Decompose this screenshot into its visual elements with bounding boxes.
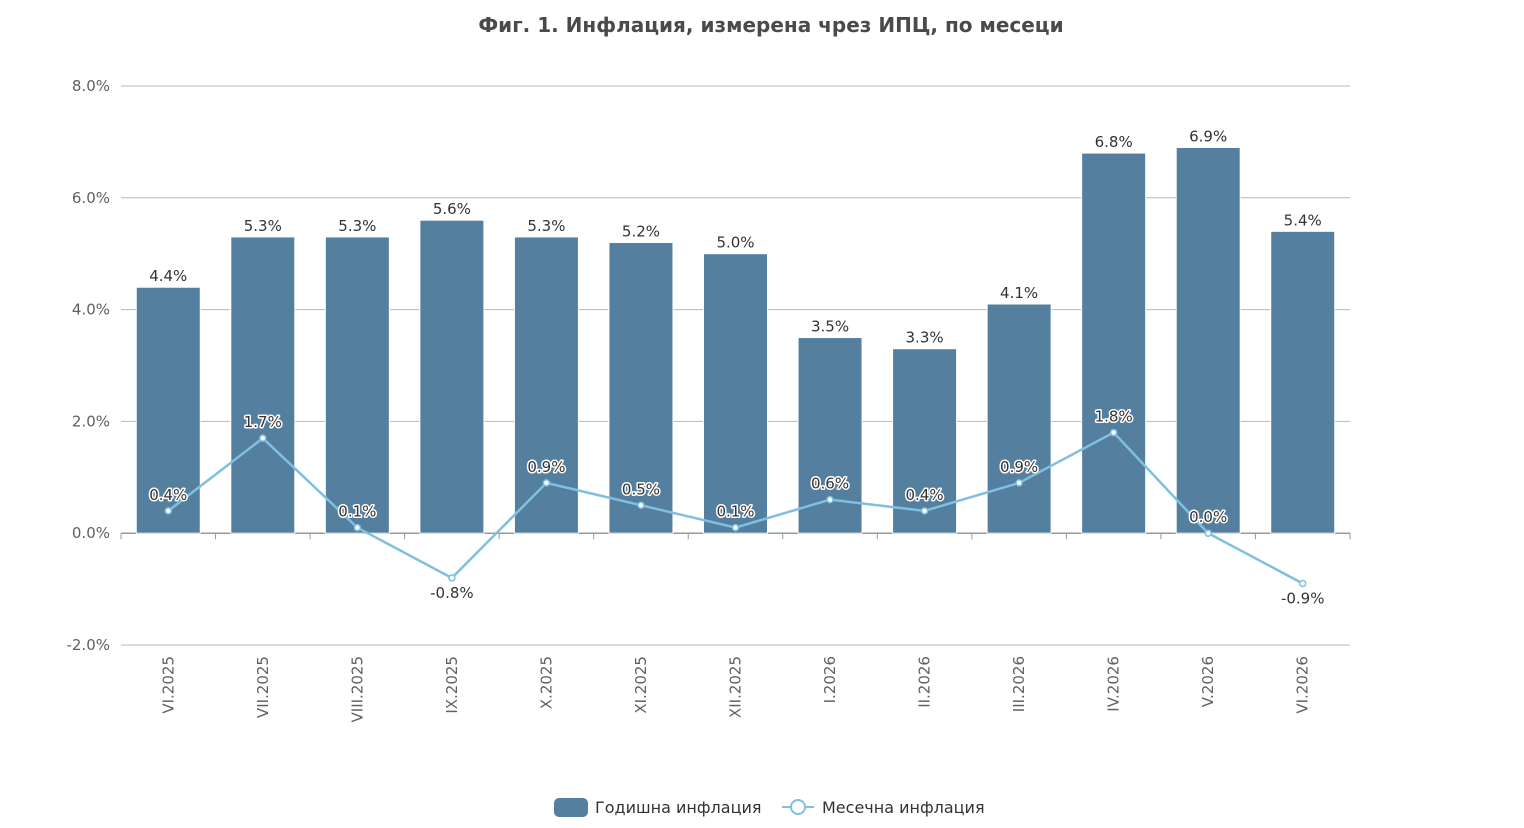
bar-data-label: 5.2% (622, 223, 660, 241)
x-tick-label: IX.2025 (443, 656, 461, 714)
line-point-monthly[interactable] (1015, 479, 1023, 487)
x-tick-label: I.2026 (821, 656, 839, 703)
line-point-monthly[interactable] (353, 523, 362, 532)
y-tick-label: 4.0% (72, 301, 110, 319)
bar-annual[interactable] (1270, 230, 1336, 534)
bar-data-label: 5.3% (244, 217, 282, 235)
line-data-label: 1.7% (244, 413, 282, 431)
legend-swatch-annual (554, 798, 588, 817)
line-point-monthly[interactable] (448, 574, 456, 582)
line-data-label: -0.8% (430, 584, 474, 602)
line-data-label: 0.4% (149, 486, 187, 504)
line-point-monthly[interactable] (259, 434, 267, 442)
bar-annual[interactable] (892, 348, 958, 534)
y-tick-label: 2.0% (72, 412, 110, 430)
x-tick-label: IV.2026 (1105, 656, 1123, 712)
line-data-label: 0.4% (906, 486, 944, 504)
y-tick-label: 6.0% (72, 189, 110, 207)
line-point-monthly[interactable] (920, 507, 929, 515)
x-tick-label: VIII.2025 (348, 656, 366, 722)
line-series (164, 428, 1307, 588)
bar-data-label: 3.3% (906, 329, 944, 347)
x-tick-label: X.2025 (537, 656, 555, 709)
line-point-monthly[interactable] (1109, 428, 1118, 437)
bar-data-label: 5.6% (433, 200, 471, 218)
line-point-monthly[interactable] (164, 507, 173, 515)
bar-series (135, 146, 1336, 534)
bar-annual[interactable] (986, 303, 1052, 534)
line-data-label: 0.5% (622, 480, 660, 498)
line-data-labels: 0.4% 1.7% 0.1% -0.8% 0.9% 0.5% 0.1% 0.6% 0.4% 0.9… (148, 406, 1326, 609)
legend-label-monthly[interactable]: Месечна инфлация (822, 798, 985, 817)
bar-annual[interactable] (135, 286, 201, 534)
x-tick-label: V.2026 (1199, 656, 1217, 707)
line-data-label: 0.1% (716, 503, 754, 521)
line-data-label: 0.6% (811, 475, 849, 493)
line-point-monthly[interactable] (542, 479, 551, 487)
line-data-label: 0.1% (338, 503, 376, 521)
y-tick-label: 0.0% (72, 524, 110, 542)
x-axis: VI.2025 VII.2025 VIII.2025 IX.2025 X.2025 XI.… (120, 533, 1351, 722)
bar-annual[interactable] (419, 219, 485, 534)
x-tick-label: XI.2025 (632, 656, 650, 714)
legend-marker-monthly (790, 799, 806, 815)
legend-label-annual[interactable]: Годишна инфлация (595, 798, 761, 817)
bar-data-label: 3.5% (811, 318, 849, 336)
bar-data-label: 4.1% (1000, 284, 1038, 302)
bar-data-label: 4.4% (149, 267, 187, 285)
line-data-label: -0.9% (1281, 590, 1325, 608)
bar-data-label: 5.3% (527, 217, 565, 235)
line-point-monthly[interactable] (826, 495, 834, 504)
bar-data-label: 6.9% (1189, 127, 1227, 145)
bar-annual[interactable] (324, 236, 390, 534)
bar-data-label: 5.4% (1284, 211, 1322, 229)
x-tick-label: II.2026 (916, 656, 934, 708)
x-tick-label: VI.2026 (1294, 656, 1312, 714)
bar-annual[interactable] (608, 242, 674, 534)
x-tick-label: XII.2025 (727, 656, 745, 718)
bar-data-labels: 4.4% 5.3% 5.3% 5.6% 5.3% 5.2% 5.0% 3.5% 3.3% 4.1%… (148, 126, 1324, 348)
line-point-monthly[interactable] (1204, 529, 1212, 537)
line-point-monthly[interactable] (1298, 579, 1307, 588)
y-tick-label: -2.0% (66, 636, 110, 654)
bar-annual[interactable] (703, 253, 768, 534)
line-data-label: 0.0% (1189, 508, 1227, 526)
x-tick-label: VII.2025 (254, 656, 272, 718)
y-axis: 8.0% 6.0% 4.0% 2.0% 0.0% -2.0% (66, 77, 110, 654)
x-tick-label: III.2026 (1010, 656, 1028, 712)
x-tick-label: VI.2025 (159, 656, 177, 714)
legend: Годишна инфлация Месечна инфлация (554, 798, 985, 817)
y-tick-label: 8.0% (72, 77, 110, 95)
line-data-label: 0.9% (1000, 458, 1038, 476)
bar-data-label: 5.3% (338, 217, 376, 235)
bar-data-label: 5.0% (716, 234, 754, 252)
bar-annual[interactable] (1081, 152, 1147, 534)
line-point-monthly[interactable] (637, 501, 645, 509)
bar-annual[interactable] (230, 236, 296, 534)
chart-title: Фиг. 1. Инфлация, измерена чрез ИПЦ, по … (478, 13, 1063, 37)
line-data-label: 0.9% (527, 458, 565, 476)
bar-annual[interactable] (797, 337, 863, 534)
bar-annual[interactable] (1175, 146, 1241, 534)
line-data-label: 1.8% (1095, 408, 1133, 426)
bar-data-label: 6.8% (1095, 133, 1133, 151)
line-point-monthly[interactable] (731, 523, 740, 532)
